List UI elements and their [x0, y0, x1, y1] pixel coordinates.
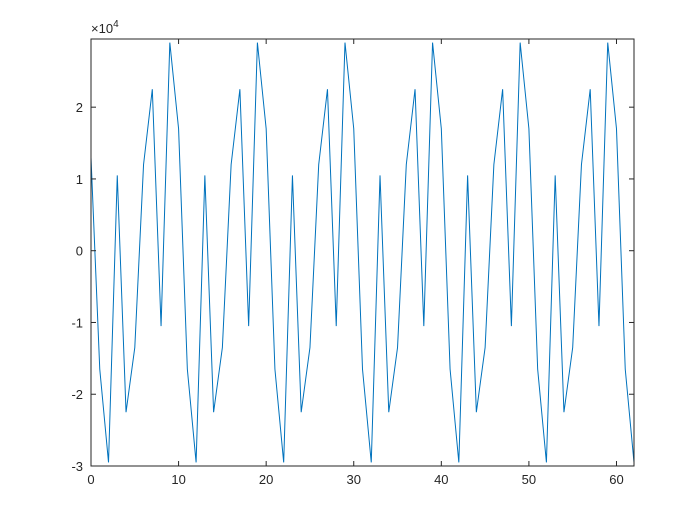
x-tick-label: 40 [434, 472, 448, 487]
y-tick-label: 2 [76, 100, 83, 115]
x-tick-label: 0 [87, 472, 94, 487]
x-tick-label: 20 [259, 472, 273, 487]
y-exponent-power: 4 [113, 19, 119, 30]
x-tick-label: 30 [347, 472, 361, 487]
y-tick-label: 0 [76, 244, 83, 259]
y-tick-label: -2 [71, 387, 83, 402]
y-tick-label: -1 [71, 315, 83, 330]
y-tick-label: 1 [76, 172, 83, 187]
axes-box [90, 38, 635, 467]
x-tick-label: 10 [171, 472, 185, 487]
y-tick-label: -3 [71, 459, 83, 474]
x-tick-label: 50 [522, 472, 536, 487]
plot-area [91, 39, 634, 466]
y-exponent-label: ×104 [91, 19, 119, 36]
x-tick-label: 60 [609, 472, 623, 487]
series-line-0 [90, 42, 635, 463]
